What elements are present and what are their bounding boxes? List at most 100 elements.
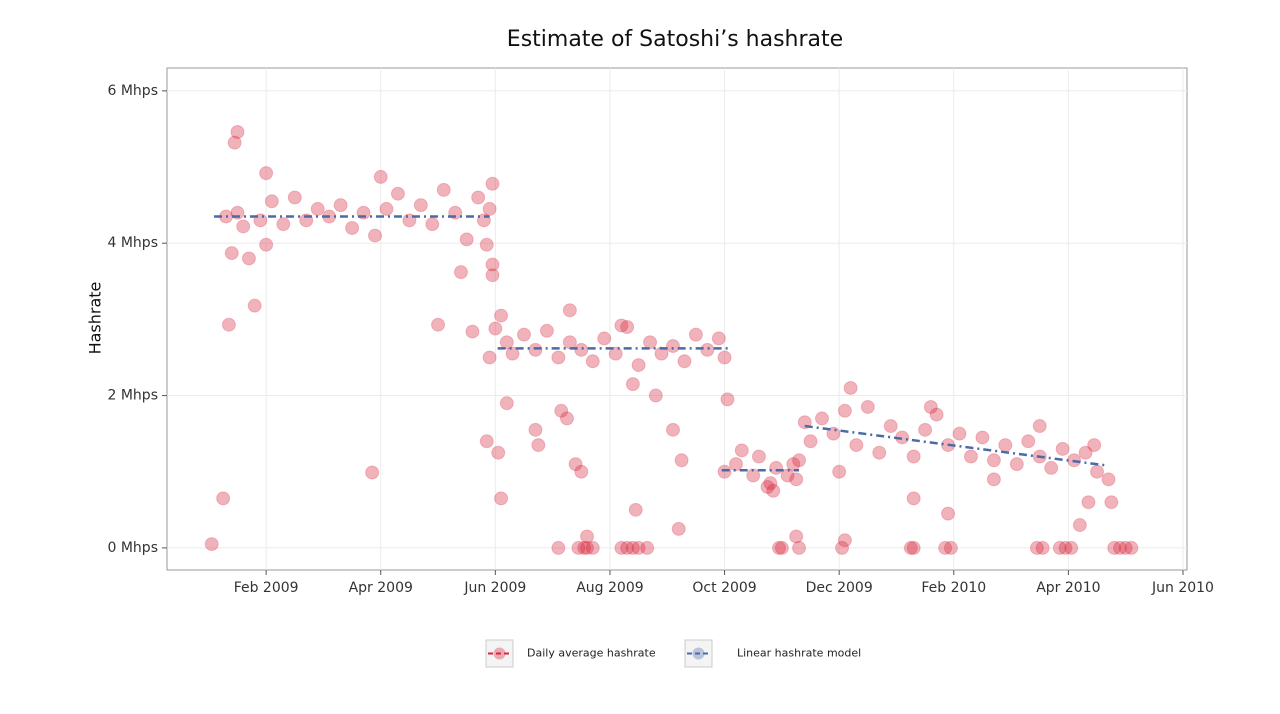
point <box>700 342 715 357</box>
point <box>792 453 807 468</box>
point <box>608 346 623 361</box>
x-tick-label: Apr 2010 <box>1036 580 1100 596</box>
point <box>574 464 589 479</box>
point <box>247 298 262 313</box>
legend-dot <box>493 647 506 660</box>
plot-panel <box>166 67 1188 571</box>
x-tick-label: Aug 2009 <box>576 580 643 596</box>
point <box>368 228 383 243</box>
point <box>760 479 775 494</box>
point <box>373 169 388 184</box>
point <box>766 483 781 498</box>
point <box>1072 518 1087 533</box>
point <box>585 354 600 369</box>
point <box>814 411 829 426</box>
point <box>751 449 766 464</box>
point <box>471 190 486 205</box>
point <box>236 219 251 234</box>
point <box>1035 540 1050 555</box>
point <box>554 403 569 418</box>
point <box>551 540 566 555</box>
point <box>436 182 451 197</box>
point <box>769 460 784 475</box>
point <box>789 529 804 544</box>
point <box>276 217 291 232</box>
point <box>465 324 480 339</box>
point <box>485 268 500 283</box>
point <box>345 220 360 235</box>
point <box>763 476 778 491</box>
point <box>835 540 850 555</box>
point <box>628 502 643 517</box>
point <box>1021 434 1036 449</box>
point <box>789 472 804 487</box>
point <box>774 540 789 555</box>
point <box>903 540 918 555</box>
x-tick-label: Oct 2009 <box>692 580 756 596</box>
point <box>688 327 703 342</box>
point <box>640 540 655 555</box>
point <box>204 537 219 552</box>
point <box>938 540 953 555</box>
point <box>963 449 978 464</box>
point <box>528 342 543 357</box>
point <box>425 217 440 232</box>
legend-dot <box>692 647 705 660</box>
point <box>631 540 646 555</box>
point <box>259 166 274 181</box>
point <box>585 540 600 555</box>
point <box>1112 540 1127 555</box>
point <box>577 540 592 555</box>
point <box>221 317 236 332</box>
point <box>918 422 933 437</box>
point <box>906 491 921 506</box>
point <box>1052 540 1067 555</box>
point <box>216 491 231 506</box>
point <box>488 321 503 336</box>
point <box>792 540 807 555</box>
point <box>1078 445 1093 460</box>
y-tick-label: 4 Mhps <box>108 235 159 251</box>
point <box>614 318 629 333</box>
point <box>230 124 245 139</box>
point <box>259 237 274 252</box>
point <box>941 506 956 521</box>
point <box>264 194 279 209</box>
point <box>717 464 732 479</box>
point <box>677 354 692 369</box>
point <box>485 176 500 191</box>
point <box>551 350 566 365</box>
point <box>499 335 514 350</box>
point <box>494 308 509 323</box>
point <box>614 540 629 555</box>
point <box>390 186 405 201</box>
point <box>986 453 1001 468</box>
legend-label: Linear hashrate model <box>737 647 861 660</box>
x-tick-label: Feb 2009 <box>234 580 299 596</box>
point <box>597 331 612 346</box>
point <box>772 540 786 555</box>
point <box>494 491 509 506</box>
point <box>224 246 239 261</box>
point <box>580 540 595 555</box>
point <box>1081 495 1096 510</box>
point <box>631 358 646 373</box>
point <box>1124 540 1139 555</box>
point <box>491 445 506 460</box>
point <box>860 399 875 414</box>
point <box>1104 495 1119 510</box>
x-tick-label: Jun 2009 <box>463 580 526 596</box>
point <box>643 335 658 350</box>
y-tick-label: 2 Mhps <box>108 388 159 404</box>
point <box>574 342 589 357</box>
point <box>571 540 586 555</box>
point <box>287 190 302 205</box>
point <box>729 457 744 472</box>
point <box>227 135 242 150</box>
point <box>929 407 944 422</box>
point <box>505 346 520 361</box>
point <box>333 198 348 213</box>
point <box>485 257 500 272</box>
point <box>459 232 474 247</box>
point <box>717 350 732 365</box>
